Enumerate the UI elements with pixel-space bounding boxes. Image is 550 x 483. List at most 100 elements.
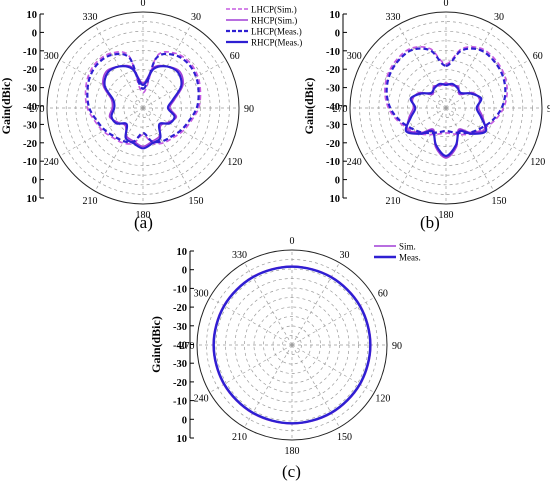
angle-label: 120: [530, 157, 545, 168]
radial-tick-label: -40: [326, 102, 340, 113]
angle-label: 270: [30, 104, 45, 115]
series-line-0: [383, 45, 509, 136]
radial-tick-label: 0: [32, 176, 37, 187]
grid-ring: [196, 249, 388, 441]
grid-spoke: [94, 107, 144, 192]
radial-tick-label: -10: [173, 397, 187, 408]
angle-label: 90: [244, 104, 254, 115]
grid-ring: [368, 30, 524, 186]
angle-label: 60: [378, 289, 388, 300]
angle-label: 0: [444, 0, 449, 9]
radial-tick-label: -10: [23, 157, 37, 168]
angle-label: 180: [439, 210, 454, 221]
angle-label: 270: [180, 341, 195, 352]
series-line-1: [406, 82, 486, 159]
radial-tick-label: -30: [173, 359, 187, 370]
grid-spoke: [142, 107, 192, 192]
y-axis-label: Gain(dBic): [302, 78, 316, 135]
angle-label: 150: [492, 196, 507, 207]
grid-ring: [133, 98, 153, 118]
grid-spoke: [209, 344, 293, 393]
grid-spoke: [59, 107, 144, 157]
angle-label: 120: [227, 157, 242, 168]
grid-ring: [416, 78, 476, 138]
grid-spoke: [445, 59, 530, 109]
angle-label: 180: [285, 446, 300, 457]
radial-tick-label: -40: [173, 341, 187, 352]
radial-tick-label: -20: [326, 65, 340, 76]
series-line-0: [84, 50, 202, 145]
angle-label: 240: [347, 157, 362, 168]
angle-label: 210: [232, 432, 247, 443]
grid-spoke: [445, 107, 495, 192]
grid-spoke: [397, 107, 447, 192]
radial-tick-label: -30: [23, 84, 37, 95]
angle-label: 330: [232, 250, 247, 261]
grid-spoke: [362, 107, 447, 157]
grid-ring: [436, 98, 456, 118]
radial-tick-label: 10: [27, 10, 38, 21]
radial-tick-label: -30: [173, 322, 187, 333]
radial-tick-label: -20: [173, 378, 187, 389]
radial-tick-label: -20: [173, 303, 187, 314]
grid-ring: [46, 11, 240, 205]
polar-chart-0: 0 30 60 90 120 150 180 210 240 270 300 330 10 0 -10 -20…: [0, 0, 302, 221]
radial-tick-label: -20: [23, 139, 37, 150]
y-axis-label: Gain(dBic): [0, 78, 13, 135]
angle-label: 90: [392, 341, 402, 352]
angle-label: 300: [194, 289, 209, 300]
radial-tick-label: 0: [335, 28, 340, 39]
radial-tick-label: -30: [326, 120, 340, 131]
angle-label: 150: [189, 196, 204, 207]
grid-spoke: [291, 297, 375, 346]
legend-label: RHCP(Meas.): [251, 38, 302, 48]
radial-tick-label: 0: [32, 28, 37, 39]
grid-spoke: [142, 107, 227, 157]
series-line-2: [385, 47, 507, 135]
angle-label: 330: [83, 12, 98, 23]
series-line-1: [212, 265, 372, 425]
angle-label: 210: [83, 196, 98, 207]
grid-ring: [349, 11, 543, 205]
angle-label: 330: [386, 12, 401, 23]
legend-label: LHCP(Meas.): [251, 27, 302, 37]
series-line-1: [102, 64, 184, 148]
angle-label: 270: [333, 104, 348, 115]
angle-label: 120: [375, 394, 390, 405]
radial-tick-label: 0: [335, 176, 340, 187]
series-line-3: [103, 65, 183, 150]
y-axis-label: Gain(dBic): [149, 316, 163, 373]
radial-tick-label: -10: [326, 157, 340, 168]
angle-label: 30: [340, 250, 350, 261]
polar-chart-2: 0 30 60 90 120 150 180 210 240 270 300 330 10 0 -10 -20…: [149, 236, 421, 457]
grid-ring: [215, 268, 369, 422]
grid-ring: [244, 297, 340, 393]
radial-tick-label: 10: [177, 247, 188, 258]
grid-spoke: [244, 344, 293, 428]
angle-label: 300: [347, 51, 362, 62]
grid-spoke: [209, 297, 293, 346]
legend-label: Sim.: [399, 242, 416, 252]
radial-tick-label: 10: [330, 194, 341, 205]
radial-tick-label: -30: [23, 120, 37, 131]
radial-tick-label: -30: [326, 84, 340, 95]
radial-tick-label: -40: [23, 102, 37, 113]
caption-c: (c): [282, 462, 301, 481]
angle-label: 90: [547, 104, 550, 115]
grid-spoke: [59, 59, 144, 109]
radial-tick-label: 10: [330, 10, 341, 21]
grid-ring: [282, 335, 302, 355]
angle-label: 180: [136, 210, 151, 221]
angle-label: 30: [191, 12, 201, 23]
grid-ring: [65, 30, 221, 186]
grid-ring: [263, 316, 321, 374]
angle-label: 150: [337, 432, 352, 443]
radial-tick-label: -10: [173, 284, 187, 295]
angle-label: 210: [386, 196, 401, 207]
angle-label: 240: [194, 394, 209, 405]
radial-tick-label: 10: [177, 434, 188, 445]
angle-label: 240: [44, 157, 59, 168]
polar-chart-1: 0 30 60 90 120 150 180 210 240 270 300 330 10 0 -10 -20…: [302, 0, 550, 221]
series-line-3: [404, 82, 488, 158]
